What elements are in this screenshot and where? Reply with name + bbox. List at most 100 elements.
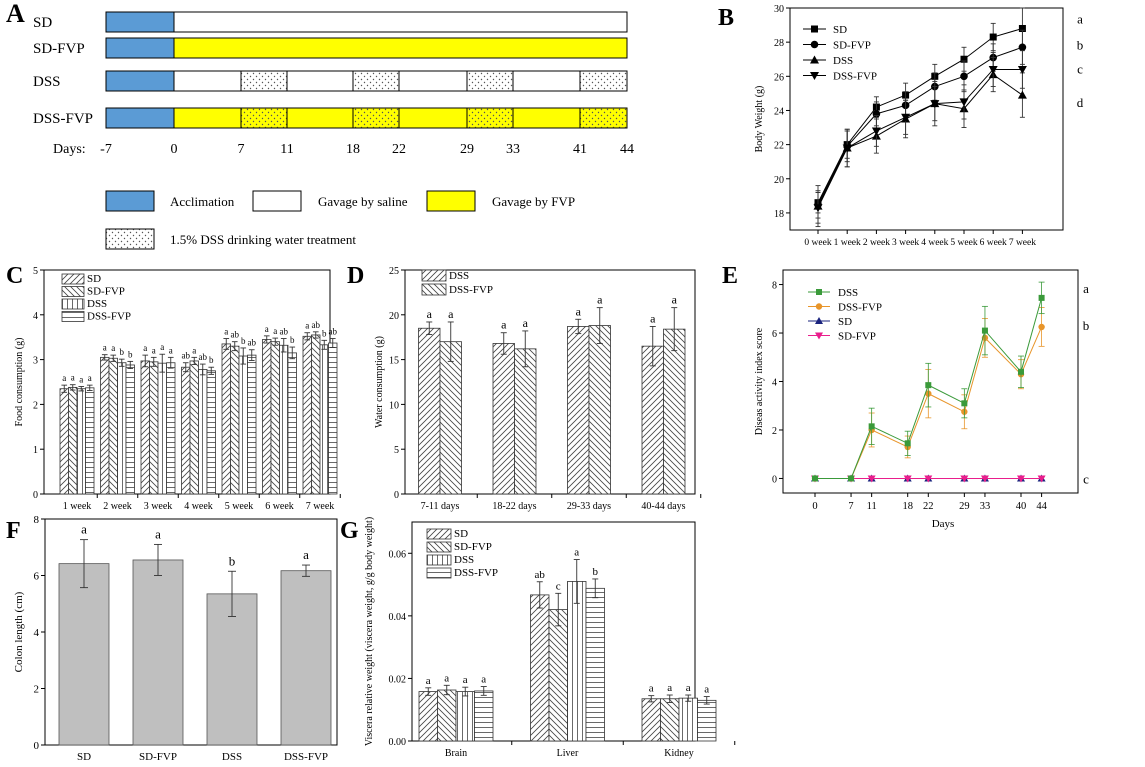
panel-f-colon-length: 0 2 4 6 8 Colon length (cm) a SD a SD-FVP b DSS a DSS…: [13, 514, 338, 763]
e-y-tick-label: 4: [772, 378, 777, 389]
f-y-axis-title: Colon length (cm): [13, 591, 25, 672]
panel-a-timeline: SD SD-FVP DSS DSS-FVP Days: -7 0 7 11 18 22 29 33 41 4…: [33, 11, 634, 250]
significance-letter: ab: [312, 320, 321, 330]
legend-label-acclimation: Acclimation: [170, 194, 235, 209]
timeline-day-tick: 7: [238, 142, 245, 157]
legend-label: SD-FVP: [454, 541, 492, 553]
bar: [279, 344, 289, 495]
b-data-point: [1018, 43, 1027, 52]
p2-y-tick-label: 4: [33, 311, 38, 322]
significance-letter: a: [143, 343, 147, 353]
bar: [100, 356, 110, 495]
significance-letter: a: [686, 682, 691, 694]
e-y-tick-label: 6: [772, 329, 777, 340]
legend-label: SD: [454, 528, 468, 540]
bar: [287, 352, 297, 495]
timeline-dss-period: [579, 70, 628, 92]
e-x-tick-label: 44: [1036, 501, 1047, 512]
b-x-tick-label: 3 week: [892, 238, 919, 248]
panel-label-b: B: [718, 5, 734, 31]
e-significance-letter: a: [1083, 281, 1089, 296]
b-data-point: [901, 113, 911, 122]
bar: [328, 342, 338, 495]
bar: [59, 388, 69, 495]
x-tick-label: 1 week: [63, 501, 92, 512]
panel-label-e: E: [722, 263, 738, 289]
b-series-line-dss-fvp: [817, 68, 1023, 209]
p6-y-tick-label: 0.00: [389, 737, 407, 748]
p3-y-tick-label: 10: [389, 400, 399, 411]
significance-letter: a: [667, 682, 672, 694]
bar: [85, 387, 95, 495]
b-x-tick-label: 4 week: [921, 238, 948, 248]
bar: [140, 360, 150, 495]
x-tick-label: SD: [77, 751, 91, 763]
p3-y-axis-title: Water consumption (g): [374, 336, 385, 428]
timeline-day-tick: 22: [392, 142, 406, 157]
e-significance-letter: b: [1083, 318, 1090, 333]
bar: [125, 364, 135, 495]
timeline-day-tick: 29: [460, 142, 474, 157]
b-data-point: [988, 65, 998, 74]
x-tick-label: SD-FVP: [139, 751, 177, 763]
bar: [678, 697, 698, 742]
b-data-point: [960, 72, 968, 81]
bar: [221, 343, 231, 495]
significance-letter: a: [103, 343, 107, 353]
bar: [311, 334, 321, 495]
panel-label-g: G: [340, 518, 359, 544]
significance-letter: a: [523, 316, 529, 330]
x-tick-label: 29-33 days: [567, 501, 611, 512]
b-y-tick-label: 18: [774, 209, 784, 220]
e-data-point: [812, 475, 818, 482]
timeline-acclimation-segment: [105, 11, 175, 33]
timeline-day-tick: 0: [171, 142, 178, 157]
b-data-point: [1017, 90, 1027, 99]
bar: [588, 325, 611, 495]
legend-swatch: [421, 283, 447, 296]
bar: [660, 698, 680, 742]
significance-letter: a: [155, 526, 161, 541]
b-legend-marker: [810, 72, 819, 80]
x-tick-label: Kidney: [664, 748, 693, 759]
e-data-point: [904, 440, 911, 447]
x-tick-label: 5 week: [225, 501, 254, 512]
e-legend-label: DSS-FVP: [838, 302, 882, 314]
b-data-point: [842, 144, 852, 153]
significance-letter: a: [192, 345, 196, 355]
e-data-point: [1038, 323, 1045, 331]
legend-swatch-fvp: [426, 190, 476, 212]
bar: [149, 361, 159, 495]
bar: [108, 357, 118, 495]
bar: [280, 570, 332, 746]
timeline-dss-period: [466, 107, 514, 129]
b-legend-label: DSS-FVP: [833, 71, 877, 83]
e-y-tick-label: 0: [772, 474, 777, 485]
significance-letter: b: [290, 335, 295, 345]
bar: [641, 345, 664, 495]
significance-letter: a: [444, 672, 449, 684]
e-data-point: [867, 475, 876, 483]
timeline-group-label: DSS: [33, 74, 61, 90]
e-y-tick-label: 8: [772, 281, 777, 292]
p3-y-tick-label: 20: [389, 311, 399, 322]
significance-letter: ab: [182, 351, 191, 361]
panel-g-viscera-weight: 0.00 0.02 0.04 0.06 Viscera relative weight …: [364, 517, 736, 759]
b-x-tick-label: 7 week: [1009, 238, 1036, 248]
significance-letter: a: [81, 522, 87, 537]
bar: [455, 691, 475, 742]
significance-letter: a: [426, 675, 431, 687]
b-data-point: [930, 100, 940, 109]
bar: [58, 563, 110, 746]
e-data-point: [924, 475, 933, 483]
b-legend-marker: [810, 55, 819, 64]
significance-letter: a: [169, 345, 173, 355]
bar: [238, 355, 248, 495]
bar: [189, 360, 199, 495]
e-data-point: [1037, 475, 1046, 483]
legend-label: DSS-FVP: [454, 567, 498, 579]
e-data-point: [1017, 475, 1025, 483]
legend-label: SD: [87, 273, 101, 285]
